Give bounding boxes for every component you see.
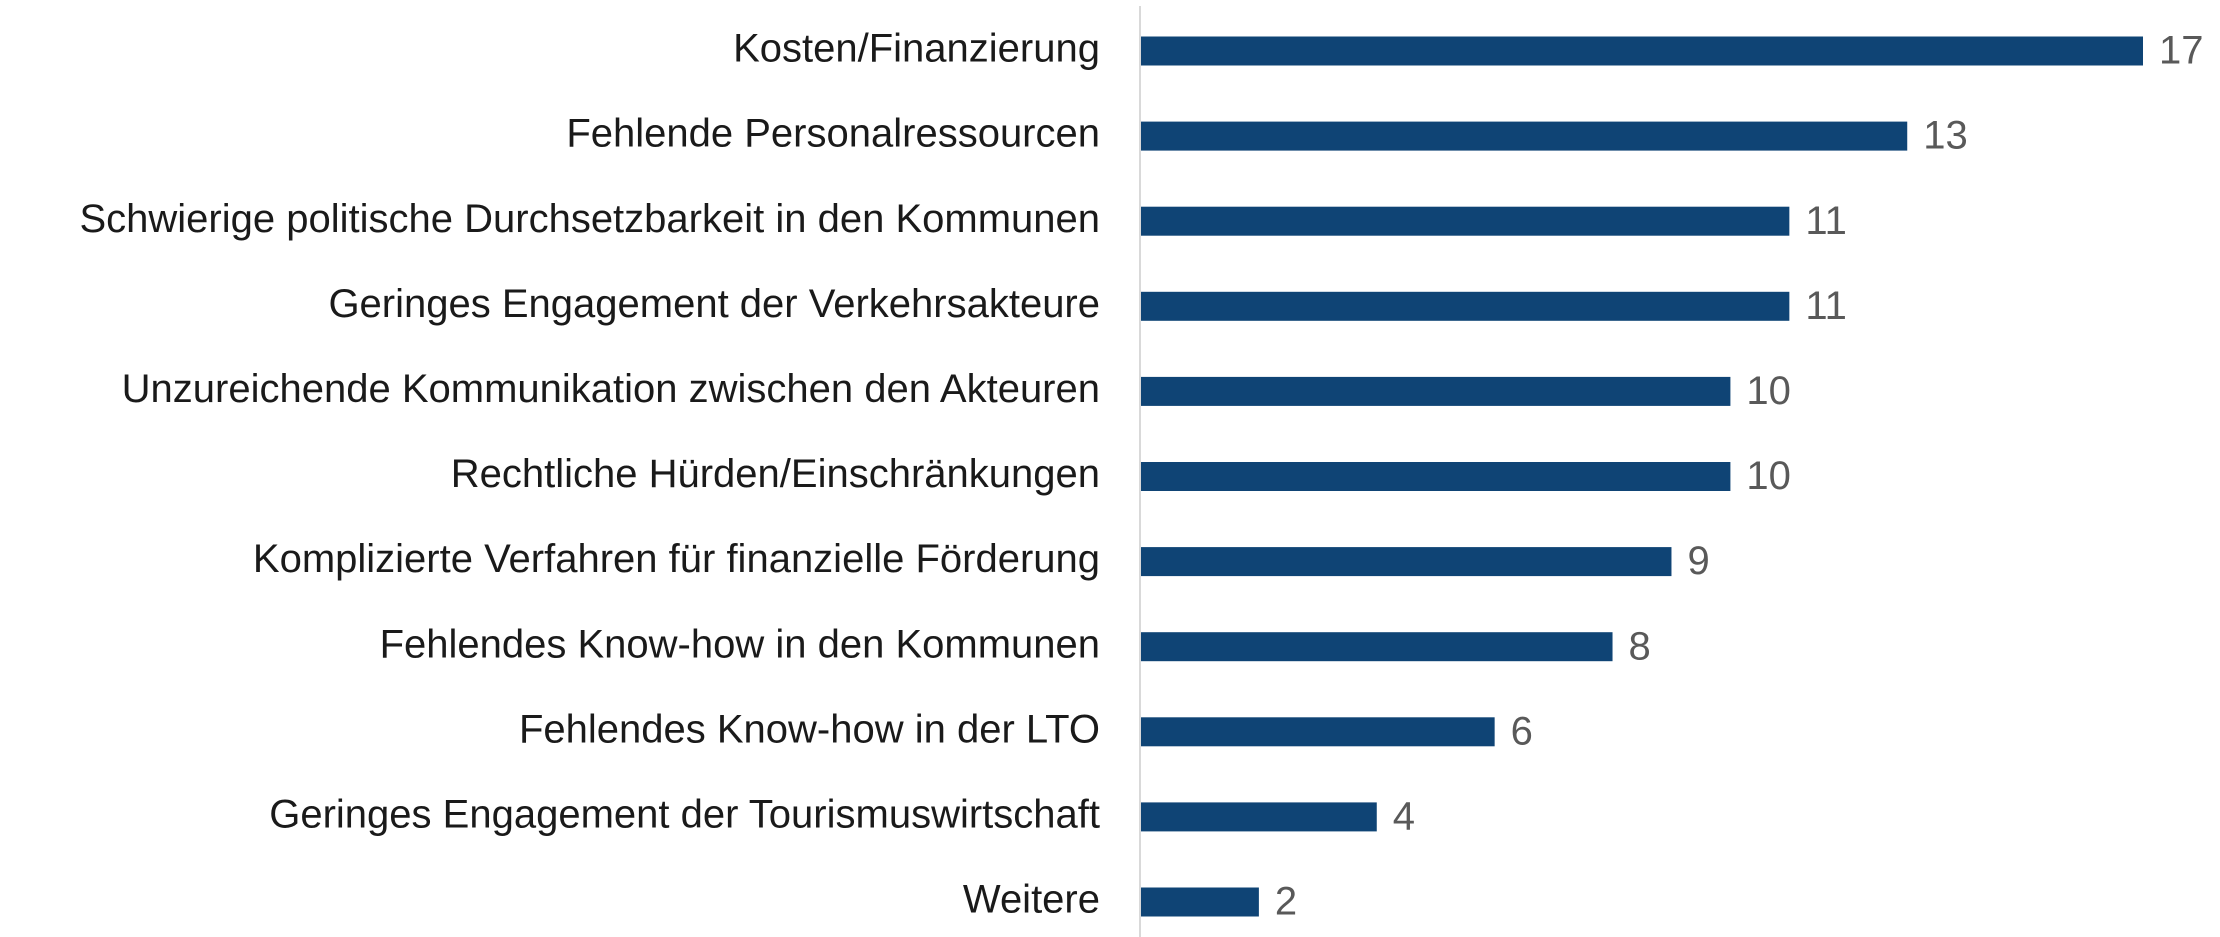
bar xyxy=(1141,802,1377,832)
category-label: Geringes Engagement der Tourismuswirtsch… xyxy=(269,792,1100,836)
bar xyxy=(1141,376,1731,406)
bar xyxy=(1141,206,1790,236)
value-label: 9 xyxy=(1687,539,1709,583)
category-label: Kosten/Finanzierung xyxy=(733,27,1100,71)
category-label: Unzureichende Kommunikation zwischen den… xyxy=(122,367,1100,411)
category-label: Fehlende Personalressourcen xyxy=(566,112,1100,156)
category-label: Weitere xyxy=(963,878,1100,922)
bar xyxy=(1141,291,1790,321)
bar xyxy=(1141,887,1259,917)
value-label: 11 xyxy=(1805,284,1847,328)
value-label: 17 xyxy=(2159,29,2204,73)
category-label: Schwierige politische Durchsetzbarkeit i… xyxy=(79,197,1100,241)
value-label: 2 xyxy=(1275,880,1297,924)
value-label: 8 xyxy=(1629,624,1651,668)
bar xyxy=(1141,36,2143,66)
bar xyxy=(1141,462,1731,491)
value-label: 10 xyxy=(1746,369,1791,413)
category-label: Geringes Engagement der Verkehrsakteure xyxy=(328,282,1100,326)
category-label: Komplizierte Verfahren für finanzielle F… xyxy=(253,537,1100,581)
value-label: 10 xyxy=(1746,454,1791,498)
value-label: 6 xyxy=(1511,709,1533,753)
category-label: Rechtliche Hürden/Einschränkungen xyxy=(451,452,1100,496)
bar xyxy=(1141,632,1613,662)
bar xyxy=(1141,121,1908,151)
bar xyxy=(1141,547,1672,577)
category-label: Fehlendes Know-how in der LTO xyxy=(519,707,1100,751)
value-label: 13 xyxy=(1923,114,1968,158)
value-label: 11 xyxy=(1805,199,1847,243)
category-label: Fehlendes Know-how in den Kommunen xyxy=(380,622,1100,666)
bar xyxy=(1141,717,1495,747)
value-label: 4 xyxy=(1393,794,1415,838)
